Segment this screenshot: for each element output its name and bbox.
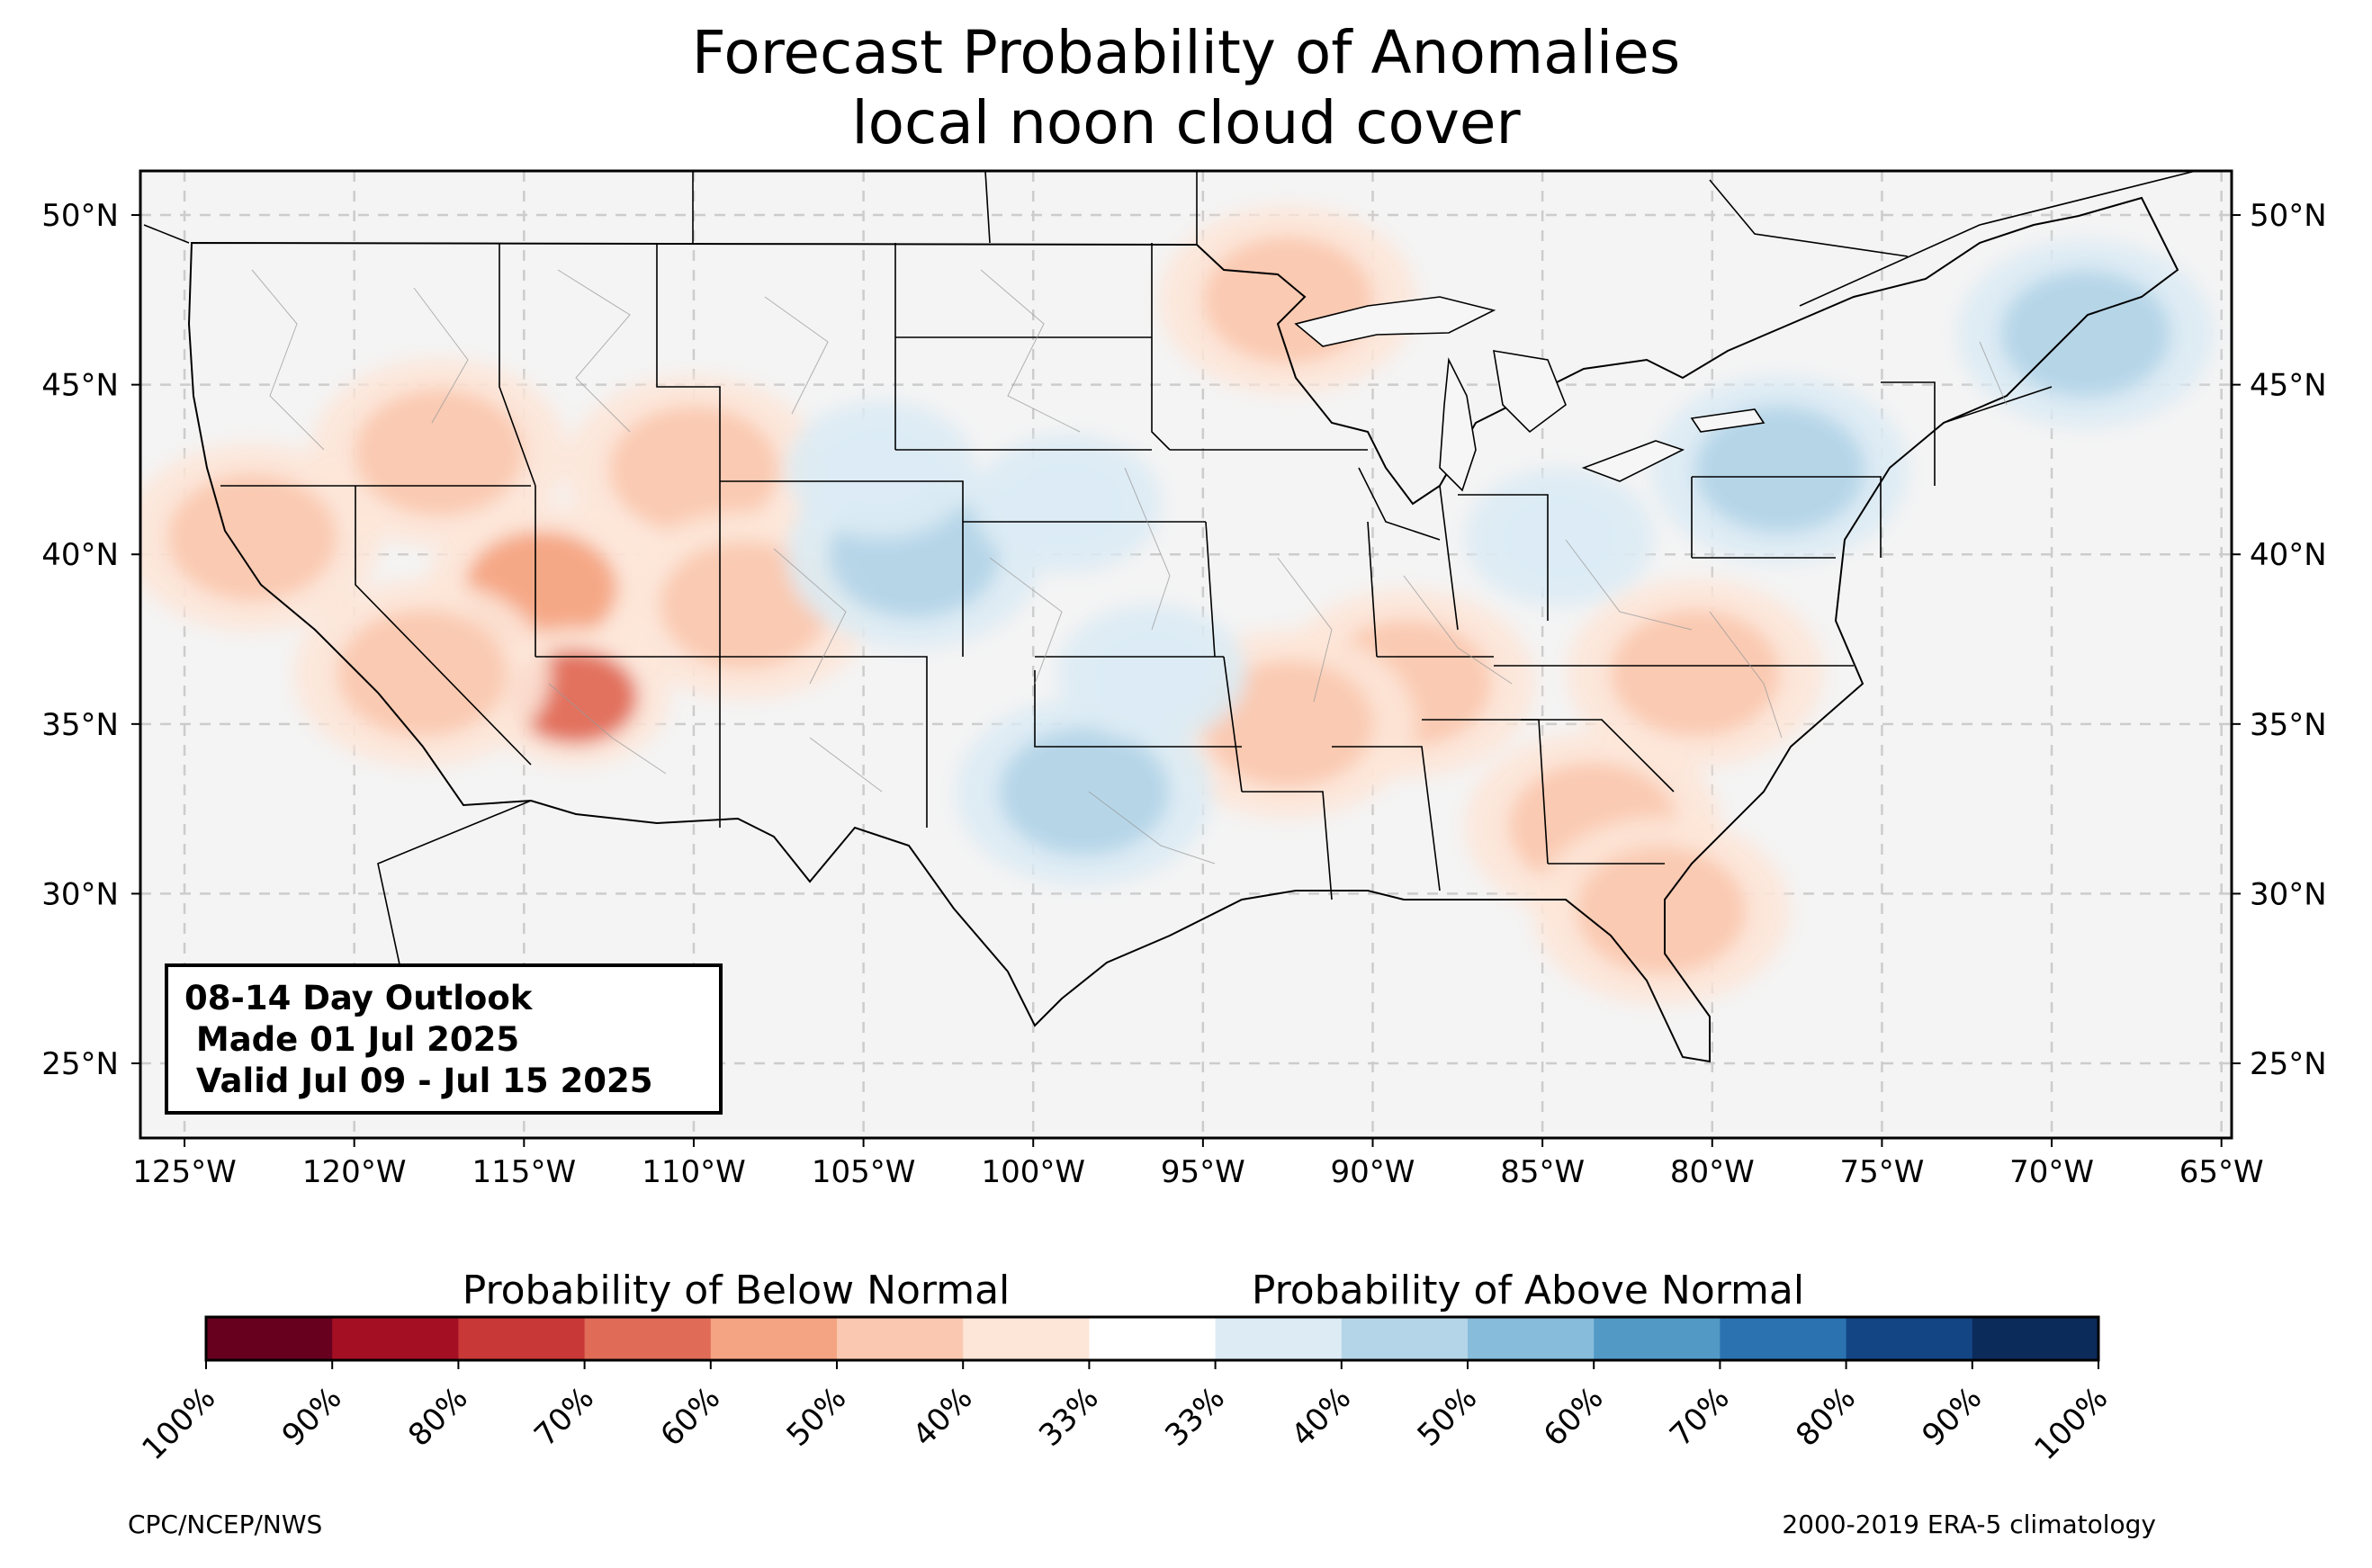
lat-tick-label-left: 50°N: [41, 198, 119, 234]
lon-tick-label: 115°W: [472, 1154, 577, 1190]
below-normal-anomaly: [1609, 608, 1781, 738]
climatology-text: 2000-2019 ERA-5 climatology: [1782, 1510, 2156, 1539]
us-outline: [187, 196, 2179, 1063]
longitude-ticks: 125°W 120°W 115°W 110°W 105°W 100°W 95°W 90°W 85…: [132, 1138, 2264, 1190]
below-normal-anomaly: [354, 388, 525, 517]
colorbar-swatch: [1972, 1317, 2099, 1360]
lake-michigan: [1439, 357, 1477, 492]
great-lakes: [1294, 296, 1766, 492]
colorbar-tick-label: 70%: [1663, 1380, 1737, 1454]
below-normal-anomaly: [659, 541, 831, 670]
colorbar-swatch: [1089, 1317, 1217, 1360]
lon-tick-label: 70°W: [2009, 1154, 2094, 1190]
outlook-period: 08-14 Day Outlook: [184, 979, 533, 1017]
above-normal-anomaly: [817, 422, 944, 517]
lon-tick-label: 80°W: [1670, 1154, 1755, 1190]
below-normal-anomaly: [1202, 659, 1374, 789]
colorbar-tick-label: 70%: [527, 1380, 601, 1454]
lat-tick-label-left: 25°N: [41, 1046, 119, 1082]
lat-tick-label-right: 50°N: [2250, 198, 2327, 234]
colorbar-frame: [204, 1315, 2100, 1362]
colorbar: [206, 1317, 2099, 1360]
lon-tick-label: 95°W: [1161, 1154, 1245, 1190]
colorbar-swatch: [206, 1317, 333, 1360]
colorbar-swatch: [1720, 1317, 1847, 1360]
colorbar-tick-label: 33%: [1032, 1380, 1106, 1454]
colorbar-swatch: [1215, 1317, 1343, 1360]
lon-tick-label: 65°W: [2179, 1154, 2264, 1190]
state-boundaries: [220, 243, 2053, 900]
lon-tick-label: 120°W: [302, 1154, 407, 1190]
above-normal-anomaly: [1694, 405, 1866, 534]
colorbar-tick-label: 100%: [135, 1380, 222, 1467]
colorbar-ticks: 100% 90% 80% 70% 60% 50% 40% 33% 33% 40% 50% 60% 70%…: [135, 1360, 2115, 1467]
lat-tick-label-left: 40°N: [41, 537, 119, 573]
colorbar-tick-label: 80%: [401, 1380, 475, 1454]
colorbar-swatch: [1594, 1317, 1721, 1360]
county-lines: [251, 269, 2008, 865]
lon-tick-label: 125°W: [132, 1154, 237, 1190]
lon-tick-label: 110°W: [642, 1154, 746, 1190]
colorbar-tick-label: 100%: [2027, 1380, 2115, 1467]
map-title: Forecast Probability of Anomalies: [691, 18, 1681, 87]
lon-tick-label: 90°W: [1331, 1154, 1415, 1190]
above-normal-anomaly: [1089, 625, 1216, 721]
colorbar-tick-label: 90%: [1915, 1380, 1989, 1454]
outlook-info-box: 08-14 Day Outlook Made 01 Jul 2025 Valid…: [165, 963, 723, 1115]
lat-tick-label-right: 35°N: [2250, 707, 2327, 743]
colorbar-tick-label: 50%: [1411, 1380, 1485, 1454]
anomaly-shading: [140, 205, 2215, 1005]
colorbar-swatch: [710, 1317, 838, 1360]
lat-tick-label-right: 45°N: [2250, 368, 2327, 404]
below-normal-anomaly: [337, 608, 508, 738]
colorbar-swatch: [837, 1317, 964, 1360]
credit-text: CPC/NCEP/NWS: [128, 1510, 323, 1539]
lat-tick-label-right: 30°N: [2250, 876, 2327, 912]
outlook-made-date: Made 01 Jul 2025: [184, 1020, 520, 1059]
colorbar-above-label: Probability of Above Normal: [1252, 1268, 1804, 1313]
colorbar-swatch: [584, 1317, 712, 1360]
colorbar-swatch: [332, 1317, 459, 1360]
lake-ontario: [1690, 408, 1766, 433]
map-subtitle: local noon cloud cover: [851, 88, 1521, 157]
map-frame: [139, 169, 2233, 1140]
below-normal-anomaly: [1576, 847, 1748, 975]
colorbar-swatch: [1846, 1317, 1973, 1360]
lat-tick-label-right: 25°N: [2250, 1046, 2327, 1082]
outlook-valid-range: Valid Jul 09 - Jul 15 2025: [184, 1062, 653, 1100]
lon-tick-label: 75°W: [1839, 1154, 1924, 1190]
colorbar-swatch: [1341, 1317, 1469, 1360]
lake-erie: [1581, 440, 1685, 482]
lat-tick-label-right: 40°N: [2250, 537, 2327, 573]
colorbar-tick-label: 60%: [1537, 1380, 1611, 1454]
lat-tick-label-left: 30°N: [41, 876, 119, 912]
below-normal-anomaly: [607, 405, 779, 534]
colorbar-swatch: [1468, 1317, 1595, 1360]
colorbar-tick-label: 90%: [275, 1380, 349, 1454]
colorbar-swatch: [963, 1317, 1090, 1360]
colorbar-tick-label: 50%: [780, 1380, 854, 1454]
colorbar-tick-label: 80%: [1789, 1380, 1863, 1454]
colorbar-tick-label: 33%: [1158, 1380, 1232, 1454]
below-normal-anomaly: [1202, 236, 1374, 364]
above-normal-anomaly: [1999, 269, 2171, 399]
lake-huron: [1493, 350, 1567, 434]
lon-tick-label: 105°W: [812, 1154, 916, 1190]
below-normal-anomaly: [166, 473, 338, 602]
colorbar-tick-label: 40%: [1284, 1380, 1358, 1454]
above-normal-anomaly: [1003, 456, 1130, 551]
latitude-ticks: 50°N 50°N 45°N 45°N 40°N 40°N 35°N 35°N 30°N 30°N…: [41, 198, 2326, 1082]
colorbar-below-label: Probability of Below Normal: [463, 1268, 1011, 1313]
lon-tick-label: 85°W: [1500, 1154, 1585, 1190]
lat-tick-label-left: 45°N: [41, 368, 119, 404]
lon-tick-label: 100°W: [981, 1154, 1085, 1190]
colorbar-tick-label: 60%: [653, 1380, 727, 1454]
colorbar-swatch: [458, 1317, 586, 1360]
colorbar-tick-label: 40%: [906, 1380, 980, 1454]
lat-tick-label-left: 35°N: [41, 707, 119, 743]
above-normal-anomaly: [998, 728, 1170, 856]
above-normal-anomaly: [1496, 489, 1622, 585]
lake-superior: [1294, 296, 1496, 347]
